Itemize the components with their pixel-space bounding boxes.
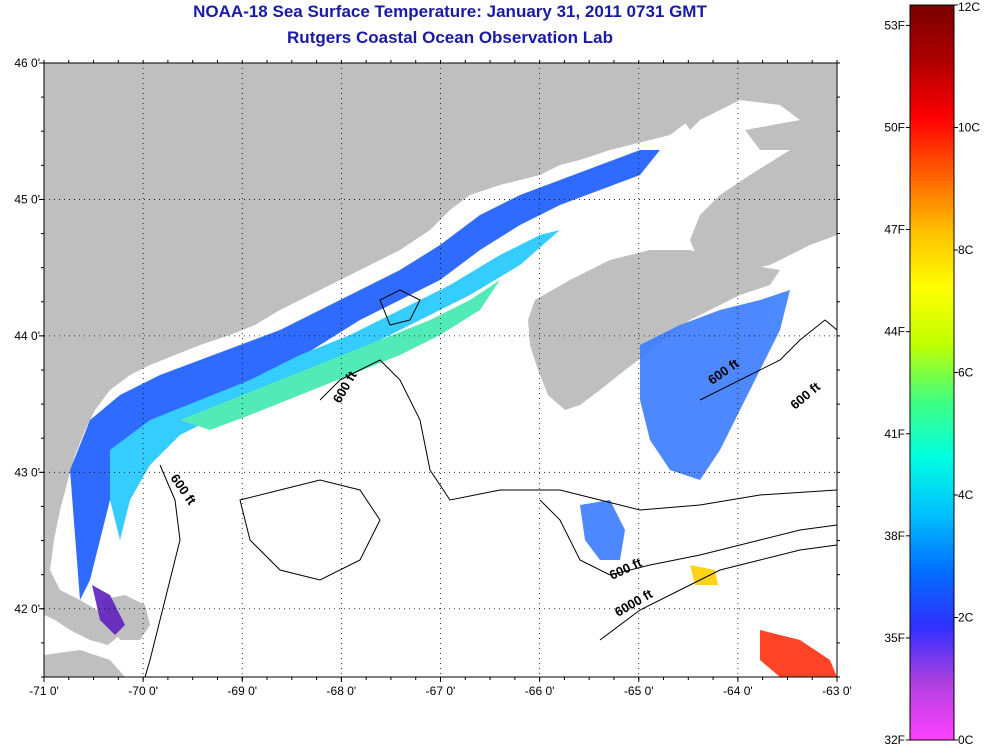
- sea-surface-temperature-data: [70, 150, 837, 677]
- colorbar-f-label: 41F: [884, 427, 905, 441]
- y-tick-label: 43 0': [14, 465, 40, 479]
- sst-patch-offshore-warm: [760, 630, 837, 677]
- colorbar-f-label: 32F: [884, 733, 905, 747]
- sst-patch-georges: [580, 500, 625, 560]
- x-tick-label: -69 0': [227, 684, 257, 698]
- map-plot-area: 600 ft 600 ft 600 ft 600 ft 600 ft 6000 …: [44, 63, 837, 677]
- graticule: [44, 63, 837, 677]
- y-tick-label: 44 0': [14, 329, 40, 343]
- colorbar-c-label: 2C: [958, 611, 974, 625]
- land-nova-scotia: [528, 250, 780, 410]
- colorbar-f-label: 44F: [884, 325, 905, 339]
- colorbar-f-label: 35F: [884, 631, 905, 645]
- colorbar-f-label: 38F: [884, 529, 905, 543]
- colorbar-c-label: 0C: [958, 733, 974, 747]
- temperature-colorbar: 12C 10C 8C 6C 4C 2C 0C 53F 50F 47F 44F 41F 38F 35F 32…: [884, 0, 980, 747]
- sst-band-green: [180, 280, 500, 430]
- x-tick-label: -71 0': [29, 684, 59, 698]
- y-tick-label: 46 0': [14, 56, 40, 70]
- y-tick-label: 42 0': [14, 602, 40, 616]
- land-pei: [745, 120, 820, 150]
- land-new-england: [44, 63, 690, 645]
- map-title: NOAA-18 Sea Surface Temperature: January…: [193, 2, 707, 21]
- colorbar-gradient: [909, 4, 955, 741]
- contour-600ft-central: [319, 359, 837, 511]
- y-tick-label: 45 0': [14, 192, 40, 206]
- colorbar-celsius-labels: 12C 10C 8C 6C 4C 2C 0C: [954, 0, 980, 747]
- sst-band-cyan: [110, 230, 560, 540]
- land-southern-new-england: [44, 650, 125, 677]
- land-masses: [44, 63, 837, 677]
- x-tick-label: -66 0': [525, 684, 555, 698]
- x-tick-label: -64 0': [723, 684, 753, 698]
- colorbar-c-label: 12C: [958, 0, 980, 14]
- colorbar-f-label: 47F: [884, 223, 905, 237]
- colorbar-f-label: 53F: [884, 18, 905, 32]
- sst-patch-scotian-shelf: [640, 290, 790, 480]
- colorbar-c-label: 8C: [958, 243, 974, 257]
- sst-patch-offshore-warm2: [690, 565, 718, 585]
- x-tick-label: -68 0': [327, 684, 357, 698]
- colorbar-fahrenheit-labels: 53F 50F 47F 44F 41F 38F 35F 32F: [884, 18, 910, 747]
- sst-band-gulf-of-maine-coast: [70, 150, 660, 600]
- x-tick-label: -63 0': [822, 684, 852, 698]
- contour-600ft-georges: [539, 499, 837, 576]
- colorbar-c-label: 10C: [958, 121, 980, 135]
- x-tick-label: -70 0': [128, 684, 158, 698]
- bathymetry-contours: [144, 289, 837, 677]
- contour-6000ft: [599, 544, 837, 641]
- contour-600ft-western: [144, 464, 181, 677]
- x-tick-label: -65 0': [624, 684, 654, 698]
- contour-basin: [239, 479, 381, 581]
- colorbar-c-label: 4C: [958, 488, 974, 502]
- x-tick-label: -67 0': [426, 684, 456, 698]
- contour-600ft-north: [379, 289, 421, 326]
- latitude-axis: 46 0' 45 0' 44 0' 43 0' 42 0': [14, 56, 840, 678]
- colorbar-f-label: 50F: [884, 121, 905, 135]
- colorbar-c-label: 6C: [958, 366, 974, 380]
- contour-600ft-east: [699, 319, 837, 401]
- sst-patch-cape-cod-purple: [92, 585, 125, 635]
- land-new-brunswick: [640, 63, 837, 275]
- map-subtitle: Rutgers Coastal Ocean Observation Lab: [287, 28, 613, 47]
